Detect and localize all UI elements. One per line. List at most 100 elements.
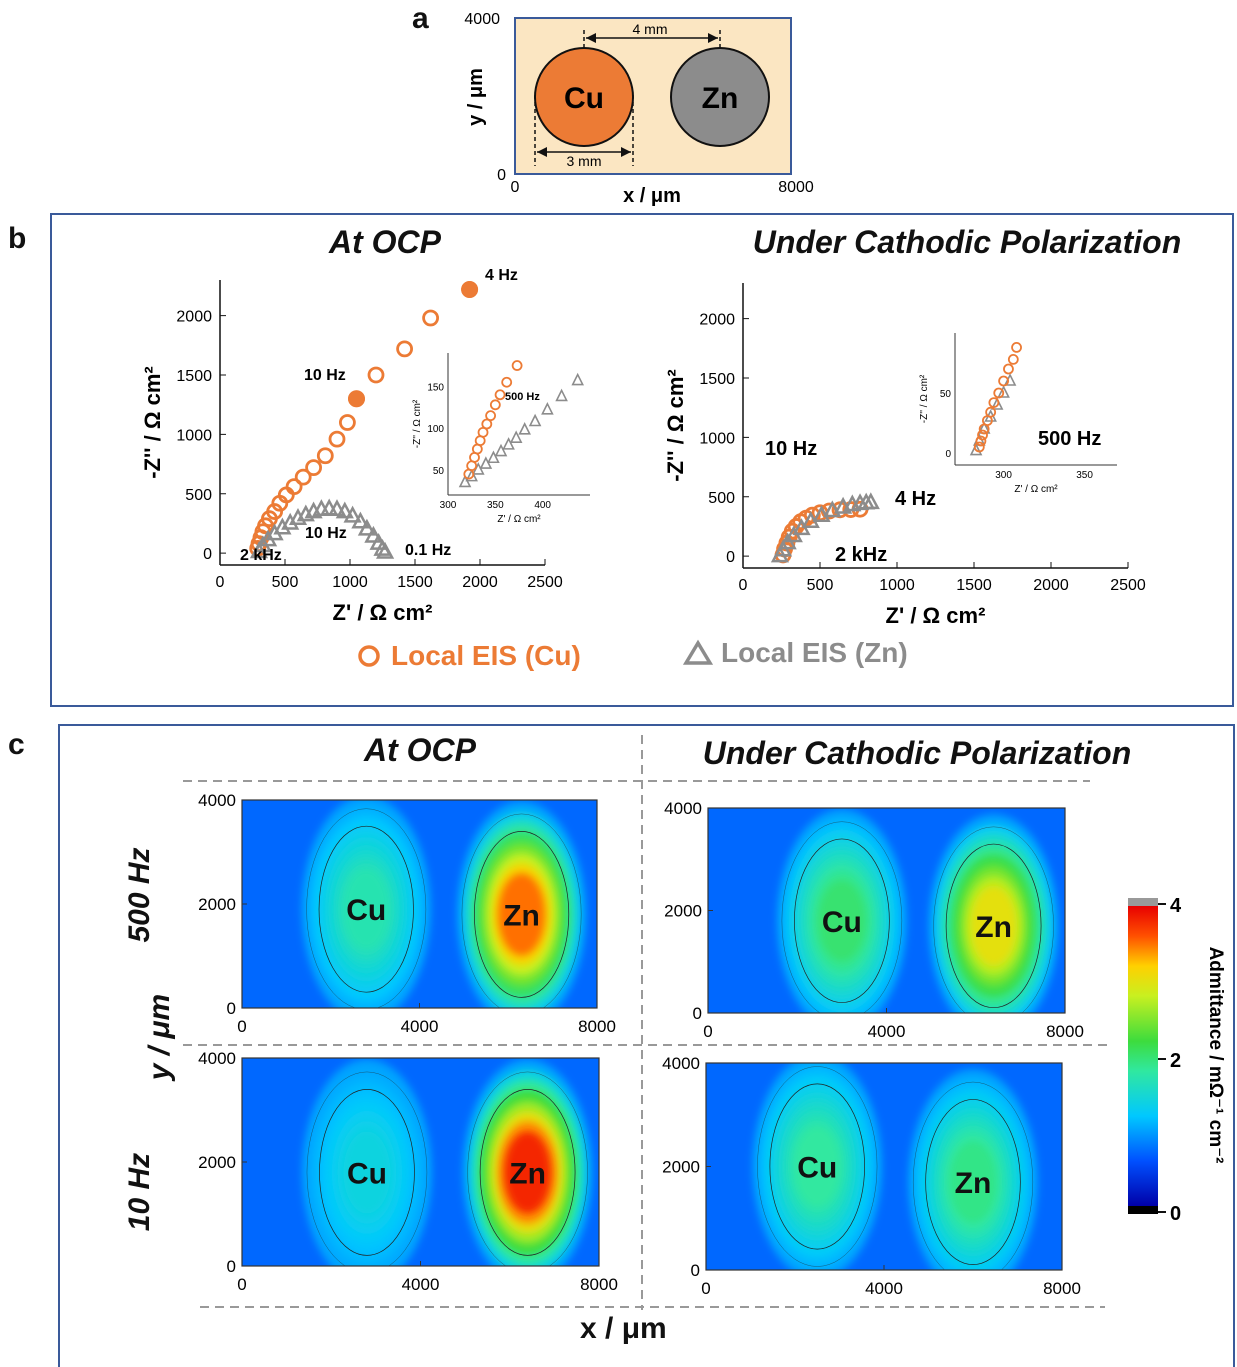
zn-data-point: [335, 501, 354, 519]
spacing-label: 4 mm: [633, 21, 668, 37]
x-tick-label: 0: [739, 577, 748, 594]
contour-line: [945, 843, 1042, 1009]
inset-x-tick: 400: [534, 500, 551, 511]
inset-cu-point: [977, 429, 988, 441]
map-x-tick-label: 8000: [578, 1017, 616, 1036]
row-label-10hz: 10 Hz: [123, 1152, 156, 1232]
map-y-tick-label: 4000: [664, 799, 702, 818]
panel-b-frame: [50, 213, 1234, 707]
map-y-tick-label: 4000: [198, 791, 236, 810]
zn-data-point: [343, 505, 362, 523]
zn-data-point: [273, 517, 292, 535]
contour-line: [473, 831, 570, 998]
contour-line: [757, 1066, 878, 1267]
inset-y-tick: 50: [940, 389, 952, 400]
inset-y-tick: 50: [433, 466, 445, 477]
contour-level: [970, 885, 1018, 967]
cu-data-point: [338, 414, 356, 431]
inset-cu-point: [998, 375, 1010, 387]
contour-line: [925, 1099, 1021, 1265]
cu-data-point: [328, 430, 346, 448]
y-axis-label: y / μm: [465, 68, 487, 126]
legend-cu-label: Local EIS (Cu): [391, 640, 581, 671]
inset-cu-point: [1003, 363, 1014, 375]
panel-a-schematic: Cu Zn 4 mm 3 mm 4000 0 0 8000 x / μm y /…: [464, 11, 814, 207]
inset-zn-point: [509, 430, 523, 443]
panel-c-right-title: Under Cathodic Polarization: [702, 735, 1132, 771]
x-tick-label: 500: [807, 577, 834, 594]
map-x-tick-label: 8000: [1046, 1022, 1084, 1041]
nyquist-ocp-chart: 0 500 1000 1500 2000 2500 0 500 1000 1500 2000 Z' /…: [140, 267, 590, 625]
x-tick-label: 1000: [879, 577, 915, 594]
contour-line: [461, 813, 582, 1008]
inset-cu-point: [973, 441, 985, 453]
annotation-label: 4 Hz: [895, 488, 936, 510]
inset-zn-point: [528, 413, 542, 427]
annotation-label: 4 Hz: [485, 267, 518, 284]
x-tick-label: 2500: [527, 574, 563, 591]
inset-y-label: -Z'' / Ω cm²: [919, 374, 930, 423]
zn-data-point: [281, 512, 300, 530]
inset-zn-point: [518, 422, 531, 435]
cu-data-point: [396, 340, 414, 358]
cu-data-point: [803, 506, 821, 524]
annotation-label: 2 kHz: [835, 544, 887, 566]
contour-level: [818, 880, 866, 962]
zn-data-point: [357, 518, 376, 536]
panel-c-x-axis-label: x / μm: [580, 1312, 667, 1345]
inset-cu-point: [477, 426, 489, 438]
colorbar-tick: 4: [1170, 895, 1182, 917]
inset-cu-point: [481, 418, 493, 430]
admittance-map: Cu Zn 0 4000 8000 0 2000 4000: [664, 799, 1084, 1041]
x-tick-label: 500: [272, 574, 299, 591]
inset-y-tick: 100: [427, 424, 444, 435]
electrode-label: Zn: [955, 1167, 992, 1200]
y-tick-label: 500: [708, 490, 735, 507]
inset-annotation: 500 Hz: [1038, 428, 1101, 450]
electrode-label: Cu: [346, 894, 386, 927]
map-x-tick-label: 0: [237, 1275, 246, 1294]
y-tick-label: 1500: [699, 371, 735, 388]
x-tick-label: 2000: [462, 574, 498, 591]
map-y-tick-label: 2000: [198, 1153, 236, 1172]
map-x-tick-label: 0: [237, 1017, 246, 1036]
map-x-tick-label: 0: [701, 1279, 710, 1298]
map-y-tick-label: 0: [227, 1257, 236, 1276]
zn-data-point: [351, 511, 370, 529]
electrode-label: Zn: [509, 1157, 546, 1190]
x-tick-label: 0: [216, 574, 225, 591]
x-tick: 8000: [778, 179, 814, 196]
contour-line: [912, 1081, 1034, 1270]
inset-x-tick: 350: [487, 500, 504, 511]
annotation-label: 10 Hz: [765, 438, 817, 460]
inset-x-label: Z' / Ω cm²: [497, 514, 541, 525]
map-x-tick-label: 8000: [580, 1275, 618, 1294]
highlight-point: [461, 281, 479, 298]
legend-cu: Local EIS (Cu): [355, 640, 581, 672]
contour-level: [343, 1131, 391, 1214]
inset-cu-point: [985, 406, 997, 418]
x-tick-label: 2000: [1033, 577, 1069, 594]
colorbar: 4 2 0 Admittance / mΩ⁻¹ cm⁻²: [1128, 895, 1226, 1220]
panel-c-left-title: At OCP: [364, 732, 476, 768]
electrode-label: Cu: [347, 1157, 387, 1190]
inset-zn-point: [458, 474, 472, 488]
annotation-label: 10 Hz: [304, 367, 346, 384]
inset-cu-point: [494, 389, 506, 401]
inset-cu-point: [511, 360, 523, 371]
row-label-500hz: 500 Hz: [123, 847, 156, 943]
map-y-tick-label: 2000: [662, 1158, 700, 1177]
zn-data-point: [376, 541, 395, 559]
cu-data-point: [285, 478, 303, 496]
map-x-tick-label: 4000: [868, 1022, 906, 1041]
map-x-tick-label: 8000: [1043, 1279, 1081, 1298]
map-x-tick-label: 0: [703, 1022, 712, 1041]
x-tick-label: 2500: [1110, 577, 1146, 594]
contour-line: [319, 1089, 415, 1256]
inset-cu-point: [993, 387, 1005, 399]
map-y-tick-label: 0: [693, 1004, 702, 1023]
contour-line: [467, 1071, 588, 1266]
contour-level: [793, 1125, 841, 1208]
y-tick: 4000: [464, 11, 500, 28]
